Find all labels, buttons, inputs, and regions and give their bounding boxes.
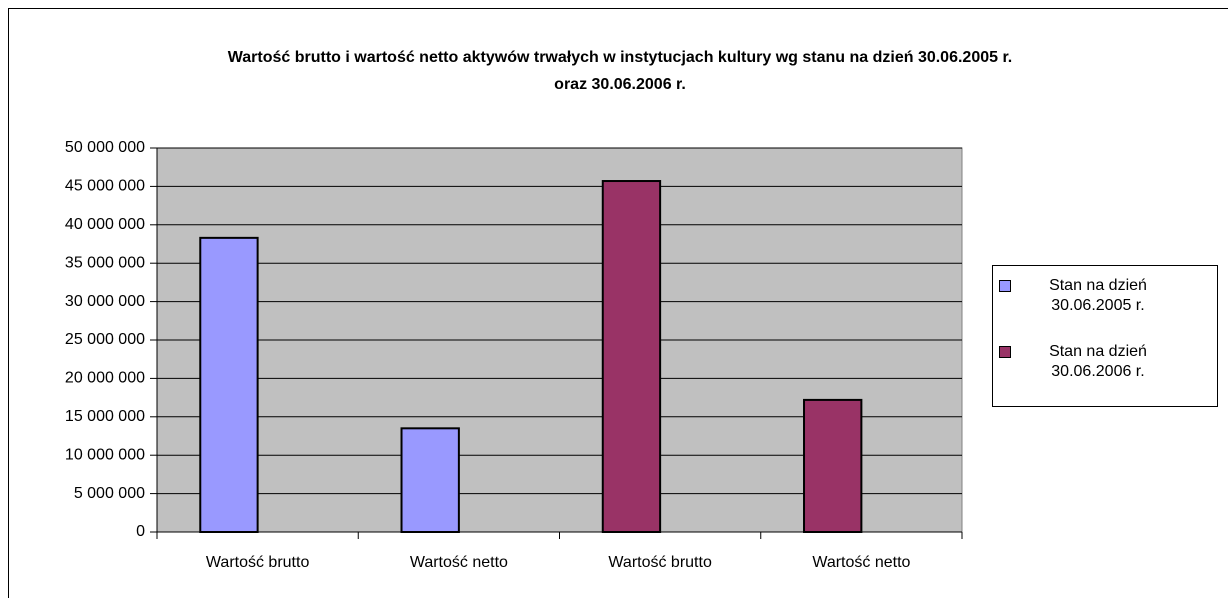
legend-swatch — [999, 280, 1011, 292]
x-tick-label: Wartość brutto — [206, 554, 310, 571]
y-tick-label: 45 000 000 — [65, 178, 145, 195]
bar — [803, 398, 863, 533]
x-tick-label: Wartość netto — [812, 554, 910, 571]
y-tick-label: 20 000 000 — [65, 370, 145, 387]
legend-label: Stan na dzień 30.06.2006 r. — [1049, 343, 1147, 380]
bar — [601, 180, 662, 534]
legend-swatch — [999, 346, 1011, 358]
legend: Stan na dzień 30.06.2005 r. Stan na dzień… — [992, 265, 1218, 407]
y-tick-label: 0 — [136, 523, 145, 540]
legend-label: Stan na dzień 30.06.2005 r. — [1049, 277, 1147, 314]
x-tick-label: Wartość brutto — [608, 554, 712, 571]
y-tick-label: 40 000 000 — [65, 216, 145, 233]
chart-title: Wartość brutto i wartość netto aktywów t… — [227, 49, 1013, 93]
y-tick-label: 15 000 000 — [65, 408, 145, 425]
y-tick-label: 5 000 000 — [74, 485, 145, 502]
y-tick-label: 10 000 000 — [65, 446, 145, 463]
bar — [199, 236, 259, 534]
y-tick-label: 30 000 000 — [65, 293, 145, 310]
y-tick-label: 25 000 000 — [65, 331, 145, 348]
y-tick-label: 35 000 000 — [65, 254, 145, 271]
bar — [400, 427, 460, 534]
y-tick-label: 50 000 000 — [65, 139, 145, 156]
x-tick-label: Wartość netto — [410, 554, 508, 571]
